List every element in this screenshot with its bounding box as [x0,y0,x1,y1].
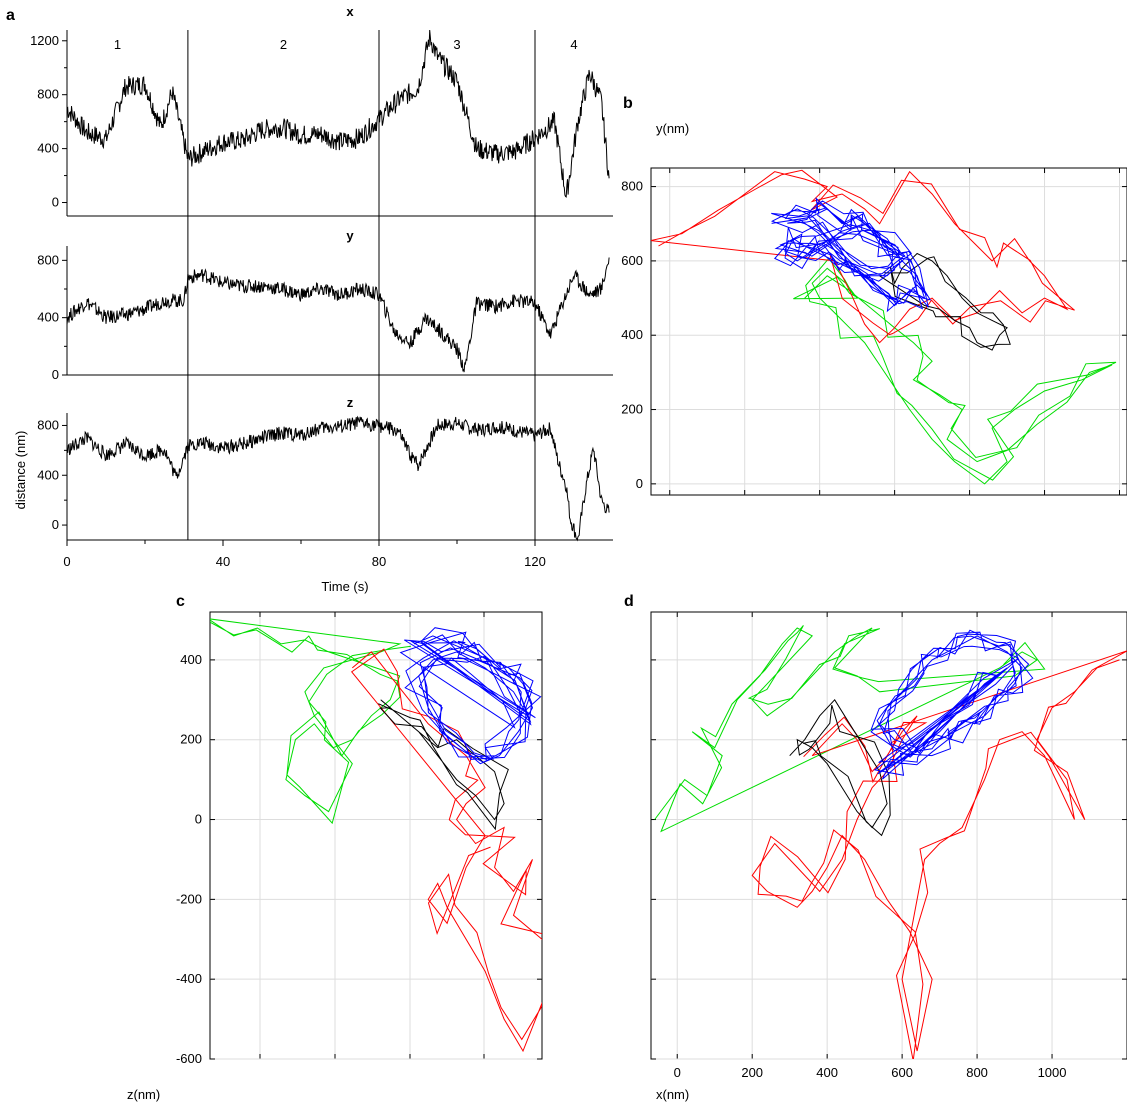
x-tick-label: 120 [524,554,546,569]
y-tick-label: -200 [176,891,202,906]
trajectory-line-3 [770,197,932,313]
segment-label: 1 [114,37,121,52]
x-tick-label: 0 [674,1065,681,1080]
y-tick-label: 400 [621,327,643,342]
x-tick-label: 800 [966,1065,988,1080]
x-tick-label: 400 [816,1065,838,1080]
x-axis-label: x(nm) [656,1087,689,1102]
y-tick-label: 200 [180,732,202,747]
trace-line-y [66,257,610,373]
y-tick-label: 0 [636,476,643,491]
y-tick-label: 0 [52,517,59,532]
y-tick-label: 800 [37,417,59,432]
x-tick-label: 200 [741,1065,763,1080]
subplot-title-z: z [347,395,354,410]
trajectory-line-1 [751,650,1127,1059]
panel-c-z-trajectory: -600 -400 -200 0 200 400 z(nm) [127,611,543,1102]
series-group [651,169,1117,485]
segment-label: 3 [453,37,460,52]
trajectory-line-2 [378,699,509,831]
y-tick-label: 400 [180,652,202,667]
panel-d-x-trajectory: 0 200 400 600 800 1000 x(nm) [650,611,1127,1102]
trajectory-line-1 [350,648,542,1053]
series-group [654,625,1127,1059]
y-axis-label: distance (nm) [13,431,28,510]
x-tick-label: 1000 [1038,1065,1067,1080]
segment-label: 2 [280,37,287,52]
y-tick-label: 800 [37,252,59,267]
y-tick-label: -600 [176,1051,202,1066]
x-tick-label: 600 [891,1065,913,1080]
series-group [210,618,542,1053]
trace-line-z [66,415,610,542]
panel-letter-a: a [6,7,15,24]
trajectory-line-2 [879,252,1011,351]
y-axis-label: z(nm) [127,1087,160,1102]
y-tick-label: 600 [621,253,643,268]
trajectory-line-3 [399,627,542,765]
trace-subplot-x: 0 400 800 1200 x [30,4,613,217]
y-tick-label: 0 [52,195,59,210]
y-axis-label: y(nm) [656,121,689,136]
y-tick-label: 800 [37,87,59,102]
panel-letter-d: d [624,593,634,610]
trajectory-line-3 [870,629,1034,780]
trace-subplot-y: 0 400 800 y [37,228,613,382]
y-tick-label: 400 [37,310,59,325]
trajectory-line-2 [789,698,891,837]
plot-frame [650,611,1127,1060]
y-tick-label: 0 [195,812,202,827]
trajectory-line-1 [651,169,1075,344]
y-tick-label: 400 [37,467,59,482]
x-tick-label: 40 [216,554,230,569]
plot-frame [650,167,1127,496]
y-tick-label: 1200 [30,33,59,48]
x-axis-label: Time (s) [321,579,368,594]
y-tick-label: 400 [37,141,59,156]
trace-line-x [66,29,610,198]
subplot-title-x: x [346,4,354,19]
trajectory-line-0 [793,257,1117,485]
x-tick-label: 80 [372,554,386,569]
y-tick-label: 800 [621,179,643,194]
panel-b-xy-trajectory: 0 200 400 600 800 y(nm) [621,121,1127,496]
panel-letter-c: c [176,593,185,610]
subplot-title-y: y [346,228,354,243]
panel-letter-b: b [623,95,633,112]
trace-subplot-z: 0 400 800 z [37,395,613,542]
x-tick-label: 0 [63,554,70,569]
segment-label: 4 [570,37,577,52]
trajectory-line-0 [210,618,412,825]
y-tick-label: 0 [52,367,59,382]
y-tick-label: 200 [621,402,643,417]
y-tick-label: -400 [176,971,202,986]
